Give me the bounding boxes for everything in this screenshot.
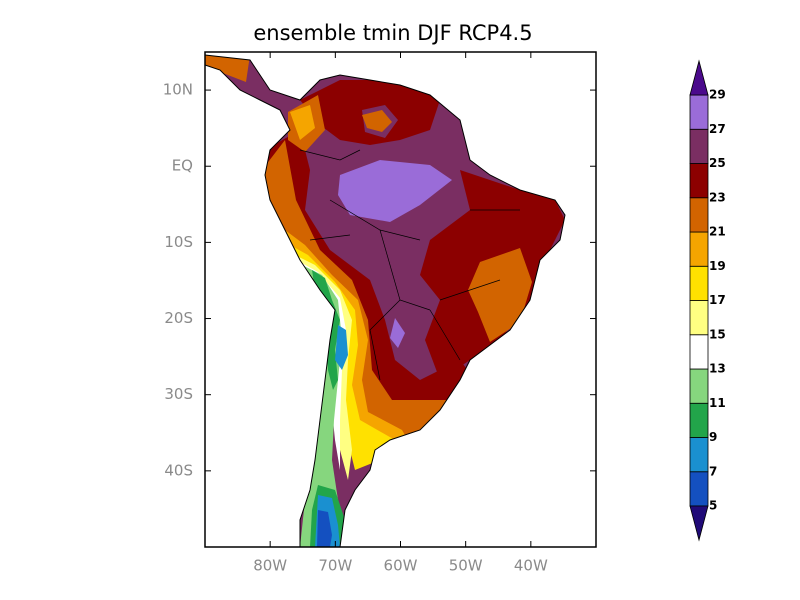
temperature-field xyxy=(205,55,565,547)
colorbar-label: 17 xyxy=(709,293,726,307)
x-tick-label: 70W xyxy=(318,557,352,575)
colorbar-bin xyxy=(689,334,709,370)
x-tick-label: 60W xyxy=(384,557,418,575)
colorbar-bin xyxy=(689,368,709,404)
colorbar-label: 29 xyxy=(709,88,726,102)
colorbar-bin xyxy=(689,265,709,301)
colorbar-label: 27 xyxy=(709,122,726,136)
field-region xyxy=(362,110,392,132)
colorbar-bin xyxy=(689,402,709,438)
colorbar-bin xyxy=(689,128,709,164)
field-region xyxy=(205,55,250,82)
y-tick-label: 10S xyxy=(164,233,193,251)
colorbar-label: 7 xyxy=(709,464,717,478)
colorbar-label: 21 xyxy=(709,225,726,239)
x-tick-label: 40W xyxy=(514,557,548,575)
field-region xyxy=(335,325,348,370)
colorbar-label: 19 xyxy=(709,259,726,273)
map-title: ensemble tmin DJF RCP4.5 xyxy=(253,21,532,45)
y-tick-label: 40S xyxy=(164,461,193,479)
colorbar-arrow xyxy=(689,505,709,542)
field-region xyxy=(468,248,532,342)
colorbar-bin xyxy=(689,94,709,130)
field-region xyxy=(390,318,405,348)
colorbar-label: 23 xyxy=(709,190,726,204)
colorbar-label: 15 xyxy=(709,327,726,341)
colorbar-arrow xyxy=(689,59,709,96)
y-tick-label: 10N xyxy=(163,81,193,99)
y-tick-label: EQ xyxy=(172,157,193,175)
colorbar-bin xyxy=(689,163,709,199)
colorbar-label: 11 xyxy=(709,396,726,410)
colorbar-label: 13 xyxy=(709,362,726,376)
colorbar-label: 25 xyxy=(709,156,726,170)
x-tick-label: 50W xyxy=(449,557,483,575)
colorbar-bin xyxy=(689,471,709,507)
border-line xyxy=(299,149,520,381)
coastline xyxy=(204,54,566,548)
x-tick-label: 80W xyxy=(253,557,287,575)
colorbar-label: 5 xyxy=(709,499,717,513)
colorbar-bin xyxy=(689,231,709,267)
colorbar-bin xyxy=(689,437,709,473)
field-region xyxy=(317,510,332,547)
colorbar-bin xyxy=(689,300,709,336)
field-region xyxy=(290,105,315,140)
field-region xyxy=(338,160,452,222)
colorbar-bin xyxy=(689,197,709,233)
y-tick-label: 30S xyxy=(164,385,193,403)
colorbar-label: 9 xyxy=(709,430,717,444)
y-tick-label: 20S xyxy=(164,309,193,327)
